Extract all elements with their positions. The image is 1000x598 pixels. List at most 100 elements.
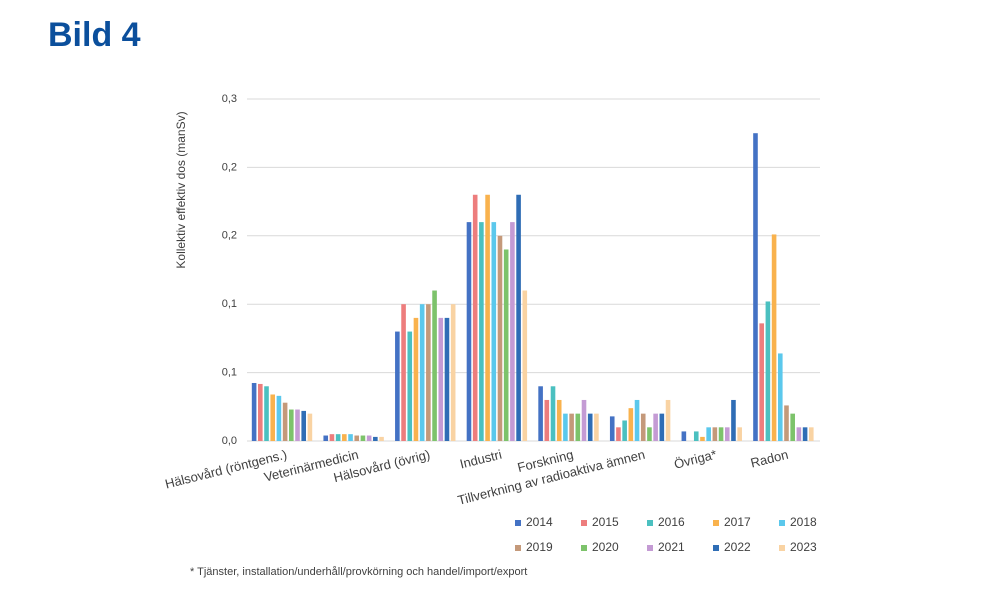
bar xyxy=(693,431,699,441)
bar xyxy=(556,399,562,441)
legend-swatch xyxy=(713,520,719,526)
bar xyxy=(647,427,652,441)
bar xyxy=(419,304,425,441)
bar xyxy=(348,434,353,441)
bar xyxy=(640,413,646,441)
bar xyxy=(516,194,521,441)
legend-swatch xyxy=(779,545,785,551)
bar xyxy=(718,427,724,441)
bar xyxy=(289,409,294,441)
bar xyxy=(681,431,687,441)
legend-label: 2016 xyxy=(658,515,685,529)
footnote: * Tjänster, installation/underhåll/provk… xyxy=(190,566,527,578)
y-tick-label: 0,1 xyxy=(222,367,237,379)
x-tick-label: Övriga* xyxy=(672,447,718,472)
bar xyxy=(622,420,627,441)
x-tick-label: Radon xyxy=(749,447,790,471)
bar xyxy=(366,435,372,441)
bar xyxy=(510,222,515,441)
bar xyxy=(301,410,307,441)
bar xyxy=(497,235,503,441)
bar xyxy=(258,383,263,441)
bar xyxy=(544,399,550,441)
bar xyxy=(581,399,587,441)
bar xyxy=(653,413,658,441)
bar xyxy=(784,405,789,441)
bar xyxy=(753,133,758,441)
legend-swatch xyxy=(515,545,521,551)
bar xyxy=(395,331,400,441)
legend-swatch xyxy=(581,520,587,526)
bar xyxy=(790,413,795,441)
bar xyxy=(802,427,808,441)
bar xyxy=(550,386,556,441)
bar xyxy=(379,436,384,441)
bar xyxy=(323,435,329,441)
bar xyxy=(594,413,599,441)
bar xyxy=(563,413,568,441)
legend-label: 2023 xyxy=(790,540,817,554)
bar xyxy=(503,249,509,441)
bar xyxy=(737,427,742,441)
legend-label: 2022 xyxy=(724,540,751,554)
bar xyxy=(329,434,335,441)
bar xyxy=(538,386,543,441)
bar xyxy=(335,434,341,441)
bar xyxy=(270,394,276,441)
bar xyxy=(401,304,406,441)
y-tick-label: 0,1 xyxy=(222,298,237,310)
bar xyxy=(587,413,593,441)
bar xyxy=(609,416,615,441)
y-tick-label: 0,0 xyxy=(222,435,237,447)
bar xyxy=(407,331,413,441)
bar xyxy=(522,290,528,441)
page-title: Bild 4 xyxy=(48,16,141,54)
bar xyxy=(491,222,497,441)
bar xyxy=(413,317,419,441)
legend-swatch xyxy=(647,545,653,551)
bar xyxy=(282,402,288,441)
bar xyxy=(771,234,777,441)
y-tick-label: 0,3 xyxy=(222,93,237,105)
bar xyxy=(264,386,269,441)
bar xyxy=(700,436,705,441)
bar xyxy=(466,222,472,441)
legend-label: 2021 xyxy=(658,540,685,554)
bar xyxy=(628,408,634,441)
legend-label: 2017 xyxy=(724,515,751,529)
bar xyxy=(796,427,802,441)
bar xyxy=(765,301,771,441)
bar xyxy=(426,304,431,441)
x-tick-label: Industri xyxy=(458,447,503,472)
bar xyxy=(373,436,378,441)
y-tick-label: 0,2 xyxy=(222,161,237,173)
bar xyxy=(276,395,282,441)
bar xyxy=(712,427,718,441)
bar xyxy=(444,317,450,441)
y-axis-label: Kollektiv effektiv dos (manSv) xyxy=(174,111,188,268)
legend-label: 2020 xyxy=(592,540,619,554)
bar xyxy=(342,434,347,441)
legend-label: 2015 xyxy=(592,515,619,529)
bar xyxy=(354,435,360,441)
legend-label: 2014 xyxy=(526,515,553,529)
bar xyxy=(569,413,574,441)
bar xyxy=(724,427,730,441)
bar xyxy=(295,409,300,441)
legend-swatch xyxy=(779,520,785,526)
bar xyxy=(634,399,640,441)
legend-label: 2019 xyxy=(526,540,553,554)
bar xyxy=(808,427,814,441)
y-tick-label: 0,2 xyxy=(222,230,237,242)
bar xyxy=(731,399,736,441)
legend-swatch xyxy=(647,520,653,526)
bar xyxy=(665,399,671,441)
legend-label: 2018 xyxy=(790,515,817,529)
legend-swatch xyxy=(515,520,521,526)
bar xyxy=(659,413,665,441)
bar xyxy=(251,382,257,441)
bar xyxy=(472,194,478,441)
legend-swatch xyxy=(713,545,719,551)
